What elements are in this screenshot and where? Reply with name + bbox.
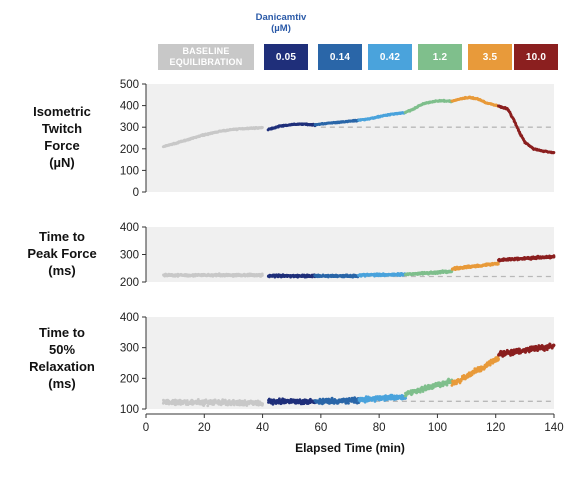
data-point [347, 401, 350, 405]
legend-title-line1: Danicamtiv [255, 12, 307, 23]
data-point [447, 377, 450, 381]
legend-dose-badge: 0.05 [264, 44, 308, 70]
y-tick-label: 400 [120, 101, 139, 113]
panel2-ylabel-line: (ms) [48, 263, 76, 278]
y-tick-label: 0 [133, 187, 139, 199]
y-tick-label: 500 [120, 79, 139, 91]
data-point [497, 358, 500, 361]
panel3-ylabel: Time to 50% Relaxation (ms) [12, 324, 112, 392]
x-tick-label: 100 [428, 422, 447, 434]
panel2-ylabel-line: Time to [39, 229, 85, 244]
legend-baseline-badge: BASELINE EQUILIBRATION [158, 44, 254, 70]
y-tick-label: 100 [120, 404, 139, 416]
x-axis-title: Elapsed Time (min) [295, 441, 405, 455]
legend-dose-badge: 0.14 [318, 44, 362, 70]
data-point [204, 398, 208, 402]
data-point [232, 403, 236, 407]
x-tick-label: 140 [544, 422, 563, 434]
plot-background [146, 227, 554, 282]
panel3-ylabel-line: Time to [39, 325, 85, 340]
data-point [552, 151, 556, 154]
legend-dose-badge: 1.2 [418, 44, 462, 70]
legend-dose-badge: 0.42 [368, 44, 412, 70]
data-point [552, 254, 556, 258]
data-point [509, 353, 512, 357]
y-tick-label: 400 [120, 222, 139, 234]
panel3-ylabel-line: Relaxation [29, 359, 95, 374]
panel1-ylabel-line: (µN) [49, 155, 75, 170]
y-tick-label: 100 [120, 165, 139, 177]
x-tick-label: 120 [486, 422, 505, 434]
legend-title: Danicamtiv (µM) [246, 12, 316, 34]
y-tick-label: 200 [120, 144, 139, 156]
panel3-ylabel-line: 50% [48, 342, 76, 357]
y-tick-label: 400 [120, 312, 139, 324]
y-tick-label: 300 [120, 250, 139, 262]
x-tick-label: 60 [314, 422, 327, 434]
data-point [384, 394, 388, 398]
panel3-ylabel-line: (ms) [48, 376, 76, 391]
data-point [496, 262, 500, 266]
data-point [330, 396, 334, 400]
legend-dose-badge: 10.0 [514, 44, 558, 70]
data-point [261, 126, 264, 129]
panel1-ylabel: Isometric Twitch Force (µN) [12, 103, 112, 171]
y-tick-label: 300 [120, 343, 139, 355]
data-point [280, 401, 283, 405]
data-point [261, 402, 264, 406]
y-tick-label: 200 [120, 277, 139, 289]
x-tick-label: 0 [143, 422, 149, 434]
data-point [552, 343, 556, 347]
data-point [185, 399, 189, 402]
y-tick-label: 200 [120, 373, 139, 385]
data-point [213, 398, 217, 402]
y-tick-label: 300 [120, 122, 139, 134]
legend-dose-badge: 3.5 [468, 44, 512, 70]
plot-background [146, 84, 554, 192]
data-point [261, 273, 264, 277]
panel1-ylabel-line: Isometric [33, 104, 91, 119]
legend-baseline-line2: EQUILIBRATION [169, 57, 243, 67]
panel1-ylabel-line: Twitch [41, 121, 83, 136]
data-point [404, 396, 408, 400]
data-point [206, 404, 210, 408]
x-tick-label: 40 [256, 422, 269, 434]
x-tick-label: 20 [198, 422, 211, 434]
panel2-ylabel: Time to Peak Force (ms) [12, 228, 112, 279]
panel1-ylabel-line: Force [44, 138, 80, 153]
data-point [271, 402, 275, 406]
data-point [363, 400, 367, 404]
data-point [418, 390, 422, 394]
legend-title-line2: (µM) [271, 23, 291, 34]
legend-baseline-line1: BASELINE [182, 46, 230, 56]
data-point [245, 404, 249, 407]
x-tick-label: 80 [373, 422, 386, 434]
panel2-ylabel-line: Peak Force [27, 246, 97, 261]
